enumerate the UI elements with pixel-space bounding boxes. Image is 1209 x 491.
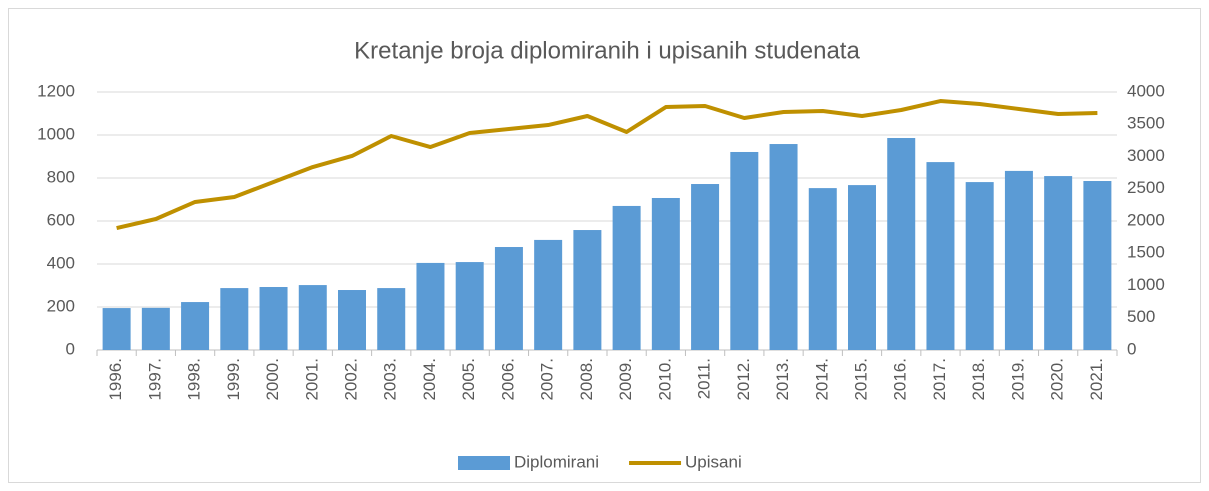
y2-tick-label: 1500 bbox=[1127, 243, 1165, 262]
x-tick-label: 2003. bbox=[381, 358, 400, 401]
x-tick-label: 2007. bbox=[538, 358, 557, 401]
chart-title: Kretanje broja diplomiranih i upisanih s… bbox=[354, 37, 860, 64]
x-tick-label: 1999. bbox=[224, 358, 243, 401]
bar bbox=[730, 151, 759, 350]
y-tick-label: 600 bbox=[47, 210, 75, 229]
x-tick-label: 2001. bbox=[302, 358, 321, 401]
bar bbox=[141, 307, 170, 350]
bar bbox=[887, 138, 916, 350]
y-tick-label: 1000 bbox=[37, 124, 75, 143]
bar bbox=[377, 288, 406, 350]
bar bbox=[494, 247, 523, 350]
x-tick-label: 2015. bbox=[851, 358, 870, 401]
x-tick-label: 2008. bbox=[577, 358, 596, 401]
bar bbox=[298, 285, 327, 350]
bar bbox=[1004, 170, 1033, 350]
y2-tick-label: 3500 bbox=[1127, 114, 1165, 133]
bar bbox=[926, 162, 955, 350]
legend-swatch bbox=[458, 456, 510, 470]
x-tick-label: 2011. bbox=[695, 358, 714, 399]
x-tick-label: 2021. bbox=[1087, 358, 1106, 401]
bar bbox=[965, 182, 994, 350]
bar bbox=[1083, 181, 1112, 350]
y2-tick-label: 2500 bbox=[1127, 178, 1165, 197]
x-tick-label: 2010. bbox=[655, 358, 674, 401]
y-tick-label: 1200 bbox=[37, 81, 75, 100]
x-tick-label: 2009. bbox=[616, 358, 635, 401]
x-tick-label: 2020. bbox=[1048, 358, 1067, 401]
x-tick-label: 2019. bbox=[1008, 358, 1027, 401]
x-tick-label: 2006. bbox=[498, 358, 517, 401]
legend-label: Upisani bbox=[685, 452, 742, 471]
x-tick-label: 2013. bbox=[773, 358, 792, 401]
y-tick-label: 200 bbox=[47, 296, 75, 315]
bar bbox=[455, 262, 484, 350]
x-tick-label: 2014. bbox=[812, 358, 831, 401]
bar bbox=[691, 184, 720, 350]
bar bbox=[534, 239, 563, 350]
x-tick-label: 2016. bbox=[891, 358, 910, 401]
bar bbox=[808, 188, 837, 350]
x-tick-label: 2017. bbox=[930, 358, 949, 401]
y2-tick-label: 2000 bbox=[1127, 210, 1165, 229]
x-tick-label: 2012. bbox=[734, 358, 753, 401]
line bbox=[116, 99, 1098, 230]
y-tick-label: 400 bbox=[47, 253, 75, 272]
bar bbox=[102, 308, 131, 350]
bar bbox=[651, 197, 680, 350]
y-tick-label: 800 bbox=[47, 167, 75, 186]
y2-tick-label: 3000 bbox=[1127, 146, 1165, 165]
x-tick-label: 1998. bbox=[185, 358, 204, 401]
x-tick-label: 1996. bbox=[106, 358, 125, 401]
y2-tick-label: 500 bbox=[1127, 307, 1155, 326]
x-tick-label: 1997. bbox=[145, 358, 164, 401]
chart-border bbox=[8, 8, 1201, 483]
bar bbox=[1044, 176, 1073, 350]
bar bbox=[259, 287, 288, 350]
legend-label: Diplomirani bbox=[514, 452, 599, 471]
x-tick-label: 2018. bbox=[969, 358, 988, 401]
y2-tick-label: 1000 bbox=[1127, 275, 1165, 294]
bar bbox=[416, 262, 445, 350]
bar bbox=[848, 185, 876, 350]
bar bbox=[338, 290, 366, 350]
y-tick-label: 0 bbox=[66, 339, 75, 358]
bar bbox=[612, 205, 641, 350]
bar bbox=[181, 302, 210, 350]
bar bbox=[769, 144, 798, 350]
y2-tick-label: 0 bbox=[1127, 339, 1136, 358]
y2-tick-label: 4000 bbox=[1127, 81, 1165, 100]
x-tick-label: 2004. bbox=[420, 358, 439, 401]
x-tick-label: 2002. bbox=[341, 358, 360, 401]
bar bbox=[573, 230, 602, 350]
x-tick-label: 2000. bbox=[263, 358, 282, 401]
x-tick-label: 2005. bbox=[459, 358, 478, 401]
bar bbox=[220, 288, 249, 350]
